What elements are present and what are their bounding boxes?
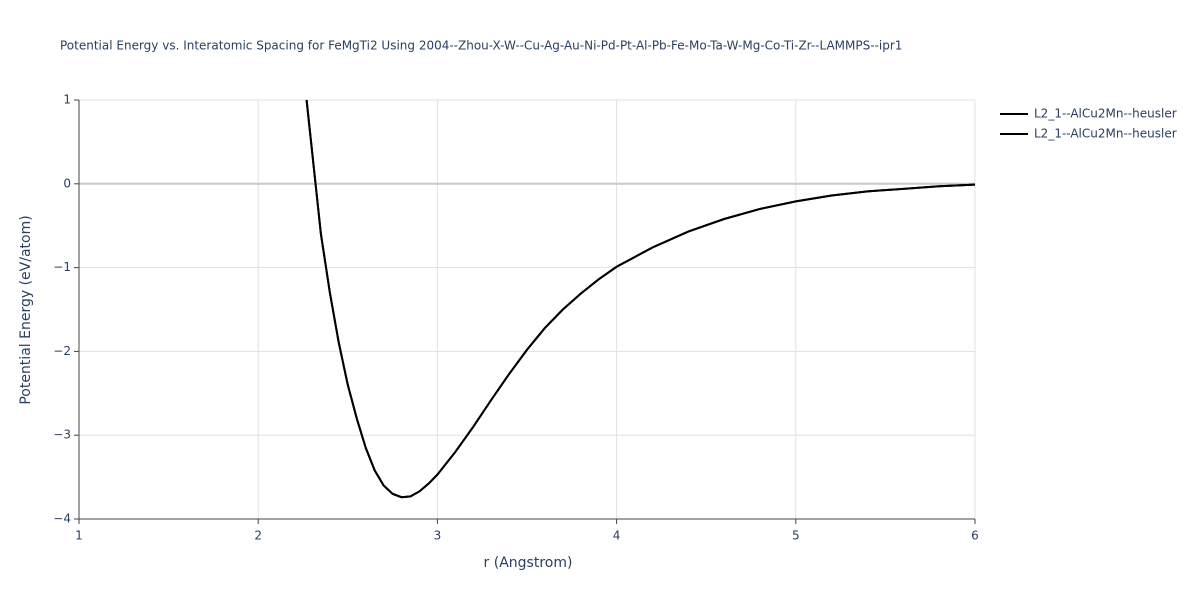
legend-label: L2_1--AlCu2Mn--heusler — [1034, 127, 1177, 141]
x-axis-label: r (Angstrom) — [484, 555, 573, 571]
line-series — [305, 99, 976, 499]
y-tick-label: 1 — [63, 93, 71, 107]
y-tick-label: −2 — [53, 344, 71, 358]
x-tick-label: 3 — [434, 529, 442, 543]
y-tick-label: −3 — [53, 428, 71, 442]
y-tick-label: −1 — [53, 260, 71, 274]
x-tick-label: 6 — [971, 529, 979, 543]
line-series — [305, 99, 976, 499]
legend-label: L2_1--AlCu2Mn--heusler — [1034, 107, 1177, 121]
x-tick-label: 2 — [254, 529, 262, 543]
x-tick-label: 5 — [792, 529, 800, 543]
y-tick-label: −4 — [53, 512, 71, 526]
y-axis-label: Potential Energy (eV/atom) — [18, 215, 34, 404]
x-tick-label: 1 — [75, 529, 83, 543]
y-tick-label: 0 — [63, 176, 71, 190]
chart-title: Potential Energy vs. Interatomic Spacing… — [60, 39, 902, 53]
x-tick-label: 4 — [613, 529, 621, 543]
